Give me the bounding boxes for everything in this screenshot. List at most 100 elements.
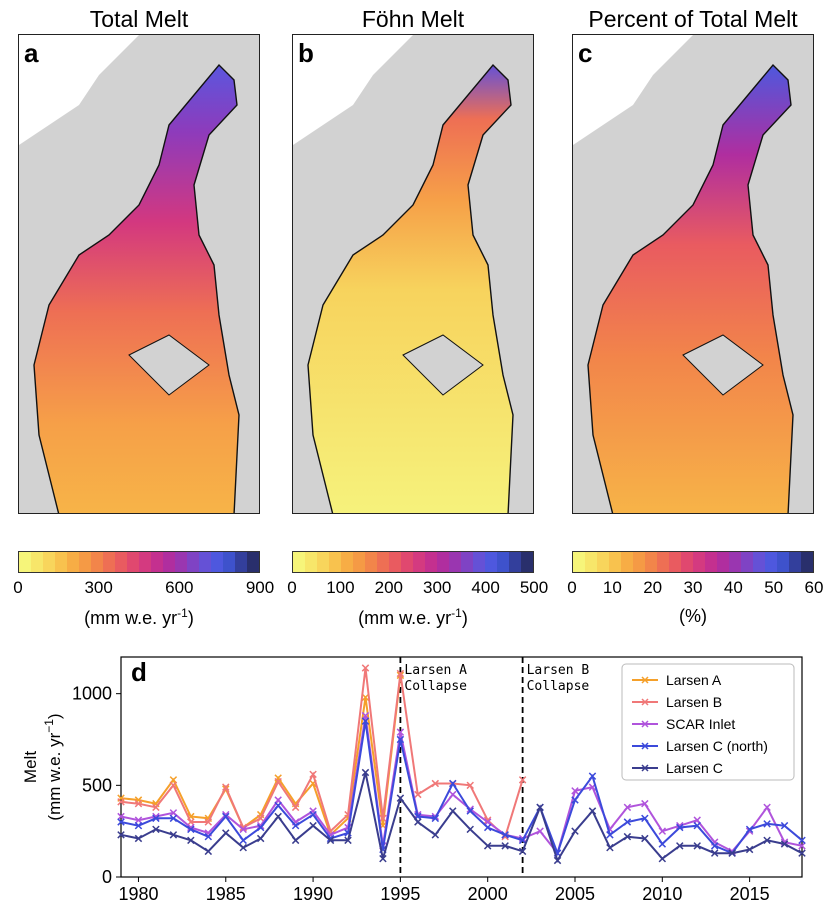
colorbar-swatch (777, 552, 789, 572)
data-point (518, 836, 527, 845)
data-point (309, 770, 317, 779)
legend-marker (641, 676, 649, 684)
data-point (693, 842, 701, 850)
data-point (187, 825, 195, 834)
colorbar-swatch (449, 552, 461, 572)
data-point (274, 801, 282, 810)
colorbar-swatch (573, 552, 585, 572)
colorbar-swatch (621, 552, 633, 572)
data-point (239, 825, 247, 834)
data-point (431, 831, 440, 839)
data-point (361, 768, 370, 777)
panel-title: Total Melt (89, 6, 189, 32)
data-point (466, 807, 474, 815)
colorbar-swatch (115, 552, 127, 572)
legend-box (621, 663, 795, 781)
data-point (134, 834, 143, 843)
x-tick-label: 1980 (118, 884, 158, 901)
data-point (676, 823, 684, 832)
colorbar-swatch (341, 552, 353, 572)
data-point (117, 818, 125, 826)
colorbar-swatch (365, 552, 377, 572)
data-point (134, 816, 143, 824)
colorbar-swatch (425, 552, 437, 572)
colorbar-swatch (317, 552, 329, 572)
legend-label: Larsen A (666, 672, 722, 688)
colorbar (18, 551, 260, 573)
colorbar-ticks: 0 10 20 30 40 50 60 (567, 578, 823, 600)
colorbar-swatch (211, 552, 223, 572)
colorbar-swatch (669, 552, 681, 572)
colorbar-swatch (67, 552, 79, 572)
colorbar-swatch (175, 552, 187, 572)
colorbar-swatch (91, 552, 103, 572)
melt-timeseries-chart: d 1980 1985 1990 1995 2000 2005 2010 2015 0 500 100… (21, 656, 806, 901)
colorbar-tick-label: 60 (804, 578, 824, 597)
map-total-melt (19, 35, 240, 513)
data-point (239, 836, 247, 845)
data-point (571, 787, 579, 795)
data-point (379, 814, 387, 823)
colorbar-swatch (729, 552, 741, 572)
colorbar-swatch (163, 552, 175, 572)
data-point (274, 796, 282, 804)
data-point (152, 825, 160, 834)
colorbar-swatch (597, 552, 609, 572)
colorbar-swatch (705, 552, 717, 572)
data-point (536, 827, 544, 835)
y-axis-unit: (mm w.e. yr−1) (42, 713, 64, 820)
colorbar-swatch (585, 552, 597, 572)
colorbar-swatch (377, 552, 389, 572)
data-point (518, 776, 527, 784)
y-axis-label: Melt (21, 751, 40, 783)
data-point (798, 842, 806, 850)
colorbar (292, 551, 534, 573)
data-point (710, 842, 719, 850)
data-point (641, 814, 649, 823)
data-point (361, 717, 370, 725)
colorbar-swatch (473, 552, 485, 572)
colorbar-swatch (247, 552, 259, 572)
data-point (291, 836, 300, 845)
panel-title: Föhn Melt (361, 6, 465, 32)
map-frame: c (572, 34, 814, 514)
data-point (379, 854, 387, 863)
colorbar-tick-label: 100 (326, 578, 355, 597)
data-point (396, 735, 405, 744)
data-point (483, 816, 492, 824)
colorbar-swatch (187, 552, 199, 572)
data-point (745, 845, 754, 854)
colorbar-ticks: 0 300 600 900 (13, 578, 274, 600)
colorbar-unit: (%) (679, 606, 707, 626)
colorbar-tick-label: 300 (423, 578, 452, 597)
colorbar-swatch (103, 552, 115, 572)
data-point (501, 831, 509, 839)
data-point (588, 807, 597, 815)
data-point (222, 810, 230, 819)
colorbar-swatch (485, 552, 497, 572)
colorbar-tick-label: 600 (165, 578, 194, 597)
panel-title: Percent of Total Melt (588, 6, 798, 32)
colorbar-swatch (681, 552, 693, 572)
legend-marker (641, 742, 649, 750)
data-point (763, 836, 771, 845)
colorbar-swatch (693, 552, 705, 572)
data-point (396, 669, 405, 678)
colorbar-swatch (801, 552, 813, 572)
colorbar-swatch (43, 552, 55, 572)
data-point (606, 831, 614, 839)
colorbar-swatch (235, 552, 247, 572)
legend-label: Larsen C (north) (666, 738, 768, 754)
colorbar-swatch (753, 552, 765, 572)
colorbar (572, 551, 814, 573)
colorbar-swatch (127, 552, 139, 572)
map-foehn-melt (293, 35, 514, 513)
colorbar-swatch (645, 552, 657, 572)
colorbar-swatch (413, 552, 425, 572)
data-point (606, 843, 614, 852)
data-point (256, 834, 265, 843)
map-frame: a (18, 34, 260, 514)
data-point (291, 803, 300, 812)
colorbar-unit: (mm w.e. yr-1) (358, 606, 468, 628)
data-point (641, 799, 649, 808)
